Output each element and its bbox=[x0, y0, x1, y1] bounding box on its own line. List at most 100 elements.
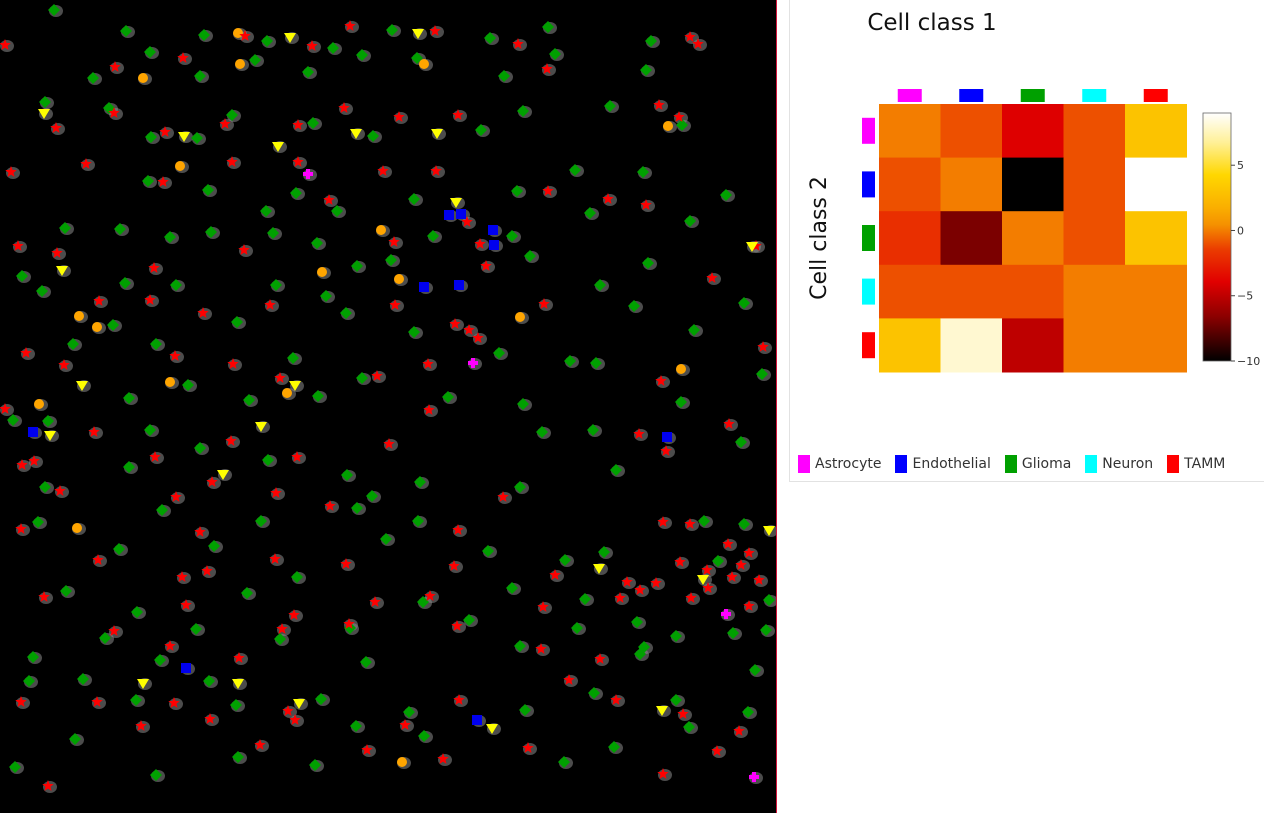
scatter-point-tamm[interactable] bbox=[448, 560, 460, 571]
heatmap-cell[interactable] bbox=[940, 211, 1003, 266]
scatter-point-glioma[interactable] bbox=[631, 616, 643, 628]
scatter-point-glioma[interactable] bbox=[274, 633, 286, 645]
scatter-point-glioma[interactable] bbox=[742, 706, 754, 718]
scatter-point-tamm[interactable] bbox=[169, 350, 181, 361]
scatter-point-tamm[interactable] bbox=[743, 547, 755, 558]
scatter-point-glioma[interactable] bbox=[154, 654, 166, 666]
scatter-point-tamm[interactable] bbox=[537, 601, 549, 612]
scatter-point-tamm[interactable] bbox=[423, 404, 435, 415]
scatter-point-unlabeled[interactable] bbox=[76, 381, 88, 391]
heatmap-cell[interactable] bbox=[1063, 157, 1126, 212]
scatter-point-tamm[interactable] bbox=[180, 599, 192, 610]
scatter-point-glioma[interactable] bbox=[144, 424, 156, 436]
heatmap-cell[interactable] bbox=[1063, 211, 1126, 266]
scatter-point-unlabeled[interactable] bbox=[486, 724, 498, 734]
scatter-point-tamm[interactable] bbox=[449, 318, 461, 329]
scatter-point-unlabeled[interactable] bbox=[746, 242, 758, 252]
scatter-point-tamm[interactable] bbox=[512, 38, 524, 49]
scatter-point-tamm[interactable] bbox=[201, 565, 213, 576]
scatter-point-glioma[interactable] bbox=[32, 516, 44, 528]
scatter-point-glioma[interactable] bbox=[634, 648, 646, 660]
scatter-point-tamm[interactable] bbox=[344, 20, 356, 31]
scatter-point-tamm[interactable] bbox=[424, 590, 436, 601]
scatter-point-unlabeled[interactable] bbox=[255, 422, 267, 432]
scatter-point-tamm[interactable] bbox=[673, 111, 685, 122]
scatter-point-glioma[interactable] bbox=[120, 25, 132, 37]
scatter-point-glioma[interactable] bbox=[241, 587, 253, 599]
scatter-point-glioma[interactable] bbox=[119, 277, 131, 289]
scatter-point-tamm[interactable] bbox=[28, 455, 40, 466]
scatter-point-glioma[interactable] bbox=[637, 166, 649, 178]
scatter-point-tamm[interactable] bbox=[726, 571, 738, 582]
heatmap-cell[interactable] bbox=[940, 157, 1003, 212]
scatter-point-tamm[interactable] bbox=[270, 487, 282, 498]
legend-item-astrocyte[interactable]: Astrocyte bbox=[798, 455, 881, 473]
scatter-point-tamm[interactable] bbox=[238, 244, 250, 255]
heatmap-cell[interactable] bbox=[879, 264, 941, 319]
heatmap-cell[interactable] bbox=[1125, 264, 1187, 319]
scatter-point-tamm[interactable] bbox=[610, 694, 622, 705]
scatter-point-glioma[interactable] bbox=[67, 338, 79, 350]
scatter-point-glioma[interactable] bbox=[360, 656, 372, 668]
scatter-point-unlabeled[interactable] bbox=[272, 142, 284, 152]
heatmap-cell[interactable] bbox=[1002, 264, 1064, 319]
heatmap-cell[interactable] bbox=[1125, 104, 1187, 159]
scatter-point-unlabeled[interactable] bbox=[697, 575, 709, 585]
heatmap-cell[interactable] bbox=[1063, 104, 1126, 159]
scatter-point-glioma[interactable] bbox=[312, 390, 324, 402]
scatter-point-endothelial[interactable] bbox=[489, 240, 499, 250]
scatter-point-glioma[interactable] bbox=[645, 35, 657, 47]
scatter-point-tamm[interactable] bbox=[653, 99, 665, 110]
scatter-point-tamm[interactable] bbox=[239, 30, 251, 41]
scatter-point-glioma[interactable] bbox=[350, 720, 362, 732]
scatter-point-glioma[interactable] bbox=[131, 606, 143, 618]
scatter-point-tamm[interactable] bbox=[383, 438, 395, 449]
scatter-point-glioma[interactable] bbox=[735, 436, 747, 448]
scatter-point-tamm[interactable] bbox=[338, 102, 350, 113]
heatmap-cell[interactable] bbox=[940, 318, 1003, 373]
scatter-point-glioma[interactable] bbox=[194, 442, 206, 454]
scatter-point-glioma[interactable] bbox=[150, 338, 162, 350]
scatter-point-tamm[interactable] bbox=[538, 298, 550, 309]
scatter-point-tamm[interactable] bbox=[640, 199, 652, 210]
scatter-point-tamm[interactable] bbox=[58, 359, 70, 370]
scatter-point-tamm[interactable] bbox=[51, 247, 63, 258]
scatter-point-neuron[interactable] bbox=[419, 59, 429, 69]
scatter-point-tamm[interactable] bbox=[269, 553, 281, 564]
scatter-point-glioma[interactable] bbox=[588, 687, 600, 699]
scatter-point-unlabeled[interactable] bbox=[763, 526, 775, 536]
scatter-point-tamm[interactable] bbox=[135, 720, 147, 731]
scatter-point-glioma[interactable] bbox=[39, 481, 51, 493]
scatter-point-tamm[interactable] bbox=[15, 696, 27, 707]
scatter-point-tamm[interactable] bbox=[497, 491, 509, 502]
scatter-point-tamm[interactable] bbox=[149, 451, 161, 462]
scatter-point-tamm[interactable] bbox=[88, 426, 100, 437]
scatter-point-tamm[interactable] bbox=[650, 577, 662, 588]
scatter-point-tamm[interactable] bbox=[0, 39, 11, 50]
scatter-point-glioma[interactable] bbox=[291, 571, 303, 583]
scatter-point-glioma[interactable] bbox=[231, 316, 243, 328]
scatter-point-tamm[interactable] bbox=[452, 109, 464, 120]
scatter-point-glioma[interactable] bbox=[498, 70, 510, 82]
scatter-point-unlabeled[interactable] bbox=[293, 699, 305, 709]
scatter-point-tamm[interactable] bbox=[177, 52, 189, 63]
scatter-point-tamm[interactable] bbox=[282, 705, 294, 716]
heatmap-cell[interactable] bbox=[1125, 318, 1187, 373]
scatter-point-neuron[interactable] bbox=[175, 161, 185, 171]
scatter-point-glioma[interactable] bbox=[640, 64, 652, 76]
scatter-point-glioma[interactable] bbox=[232, 751, 244, 763]
scatter-point-astrocyte[interactable] bbox=[721, 609, 731, 619]
legend-item-tamm[interactable]: TAMM bbox=[1167, 455, 1225, 473]
scatter-point-glioma[interactable] bbox=[549, 48, 561, 60]
scatter-point-tamm[interactable] bbox=[361, 744, 373, 755]
scatter-point-tamm[interactable] bbox=[306, 40, 318, 51]
scatter-point-tamm[interactable] bbox=[522, 742, 534, 753]
scatter-point-tamm[interactable] bbox=[5, 166, 17, 177]
scatter-point-glioma[interactable] bbox=[386, 24, 398, 36]
scatter-point-glioma[interactable] bbox=[59, 222, 71, 234]
scatter-point-tamm[interactable] bbox=[753, 574, 765, 585]
scatter-point-tamm[interactable] bbox=[291, 451, 303, 462]
scatter-point-glioma[interactable] bbox=[524, 250, 536, 262]
scatter-point-tamm[interactable] bbox=[54, 485, 66, 496]
scatter-point-tamm[interactable] bbox=[369, 596, 381, 607]
